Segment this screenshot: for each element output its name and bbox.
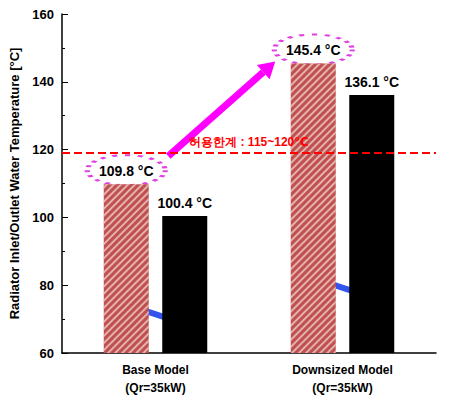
svg-text:허용한계 : 115~120℃: 허용한계 : 115~120℃ [189,135,309,149]
svg-text:60: 60 [40,346,54,361]
svg-text:120: 120 [32,142,54,157]
svg-text:100: 100 [32,210,54,225]
svg-text:Radiator Inlet/Outlet Water Te: Radiator Inlet/Outlet Water Temperature … [7,48,22,320]
svg-text:109.8 °C: 109.8 °C [99,163,154,179]
svg-text:140: 140 [32,74,54,89]
svg-text:80: 80 [40,278,54,293]
svg-text:145.4 °C: 145.4 °C [286,42,341,58]
svg-text:Base Model: Base Model [122,363,189,377]
svg-text:(Qr=35kW): (Qr=35kW) [312,381,372,395]
svg-text:Downsized Model: Downsized Model [292,363,393,377]
svg-text:100.4 °C: 100.4 °C [157,195,212,211]
svg-text:160: 160 [32,7,54,22]
svg-text:(Qr=35kW): (Qr=35kW) [125,381,185,395]
svg-text:136.1 °C: 136.1 °C [344,74,399,90]
